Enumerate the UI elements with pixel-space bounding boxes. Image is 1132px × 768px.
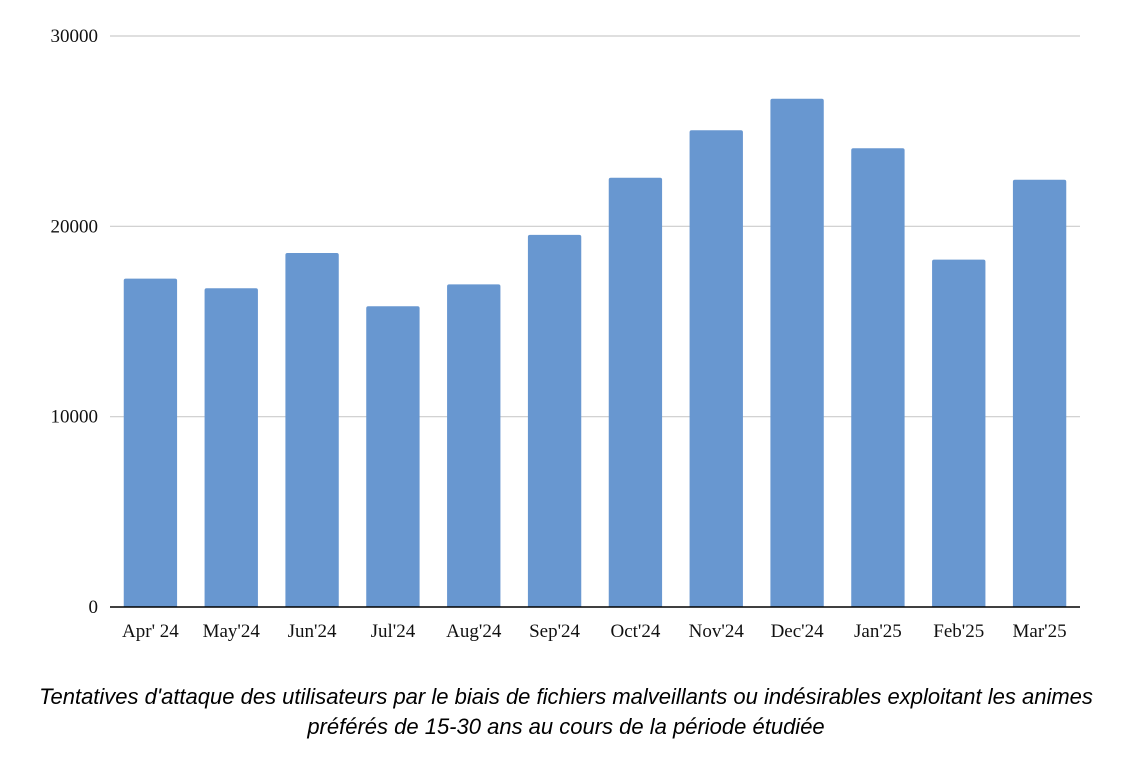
x-tick-label: Jun'24 [288,621,337,642]
x-tick-label: Mar'25 [1013,621,1067,642]
bar [770,98,824,607]
y-tick-label: 30000 [51,26,99,47]
x-tick-label: Aug'24 [446,621,502,642]
x-tick-label: Jul'24 [371,621,416,642]
chart-caption: Tentatives d'attaque des utilisateurs pa… [39,684,1093,739]
x-tick-label: Jan'25 [854,621,902,642]
x-tick-label: Nov'24 [689,621,745,642]
bar [608,177,663,607]
y-axis-ticks: 0 10000 20000 30000 [51,26,99,618]
bar [1012,179,1067,607]
bar [204,288,258,607]
bar [851,148,905,607]
x-tick-label: Apr' 24 [122,621,179,642]
bar [123,278,178,607]
bar-chart: 0 10000 20000 30000 Apr' 24 May'24 Jun'24 Jul'… [51,26,1080,642]
bar [366,306,420,607]
x-tick-label: Oct'24 [610,621,660,642]
x-tick-label: May'24 [203,621,261,642]
bar [689,130,743,607]
y-tick-label: 0 [89,597,99,618]
y-tick-label: 20000 [51,216,99,237]
bar [527,234,582,608]
gridlines [110,35,1080,418]
bar [932,259,986,607]
bars [123,98,1067,608]
x-axis-ticks: Apr' 24 May'24 Jun'24 Jul'24 Aug'24 Sep'24 Oct… [122,621,1067,642]
x-tick-label: Dec'24 [771,621,825,642]
x-tick-label: Sep'24 [529,621,580,642]
x-tick-label: Feb'25 [933,621,984,642]
bar [285,252,339,608]
y-tick-label: 10000 [51,407,99,428]
bar [447,284,501,607]
